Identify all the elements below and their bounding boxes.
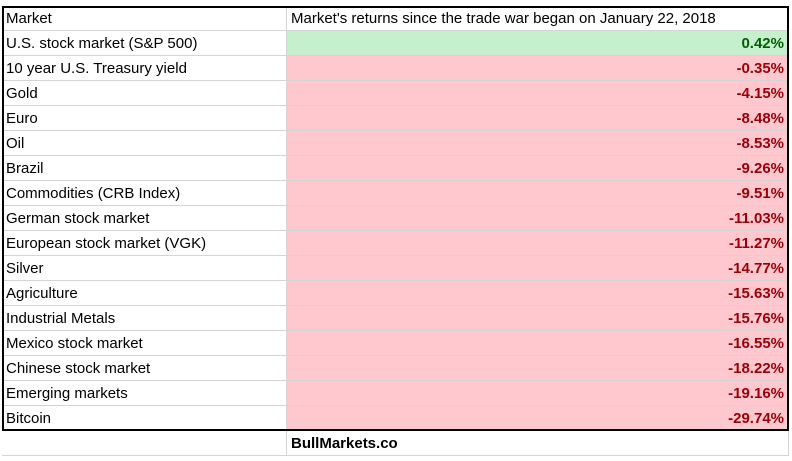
market-cell: Euro	[2, 106, 287, 131]
return-cell: -29.74%	[287, 406, 789, 431]
return-cell: -11.03%	[287, 206, 789, 231]
return-cell: 0.42%	[287, 31, 789, 56]
return-cell: -8.48%	[287, 106, 789, 131]
market-cell: German stock market	[2, 206, 287, 231]
return-cell: -14.77%	[287, 256, 789, 281]
market-cell: Bitcoin	[2, 406, 287, 431]
return-cell: -0.35%	[287, 56, 789, 81]
return-cell: -4.15%	[287, 81, 789, 106]
market-cell: European stock market (VGK)	[2, 231, 287, 256]
market-cell: Oil	[2, 131, 287, 156]
footer: BullMarkets.co	[287, 431, 789, 456]
market-cell: Industrial Metals	[2, 306, 287, 331]
market-cell: Emerging markets	[2, 381, 287, 406]
return-cell: -15.63%	[287, 281, 789, 306]
market-cell: Agriculture	[2, 281, 287, 306]
market-cell: Gold	[2, 81, 287, 106]
market-cell: Mexico stock market	[2, 331, 287, 356]
market-cell: Silver	[2, 256, 287, 281]
market-cell: Brazil	[2, 156, 287, 181]
market-cell: U.S. stock market (S&P 500)	[2, 31, 287, 56]
header-cell: Market's returns since the trade war beg…	[287, 6, 789, 31]
return-cell: -15.76%	[287, 306, 789, 331]
return-cell: -19.16%	[287, 381, 789, 406]
market-cell: 10 year U.S. Treasury yield	[2, 56, 287, 81]
return-cell: -18.22%	[287, 356, 789, 381]
header-cell: Market	[2, 6, 287, 31]
return-cell: -11.27%	[287, 231, 789, 256]
market-cell: Commodities (CRB Index)	[2, 181, 287, 206]
return-cell: -9.51%	[287, 181, 789, 206]
return-cell: -8.53%	[287, 131, 789, 156]
return-cell: -9.26%	[287, 156, 789, 181]
footer-empty-cell	[2, 431, 287, 456]
return-cell: -16.55%	[287, 331, 789, 356]
market-cell: Chinese stock market	[2, 356, 287, 381]
